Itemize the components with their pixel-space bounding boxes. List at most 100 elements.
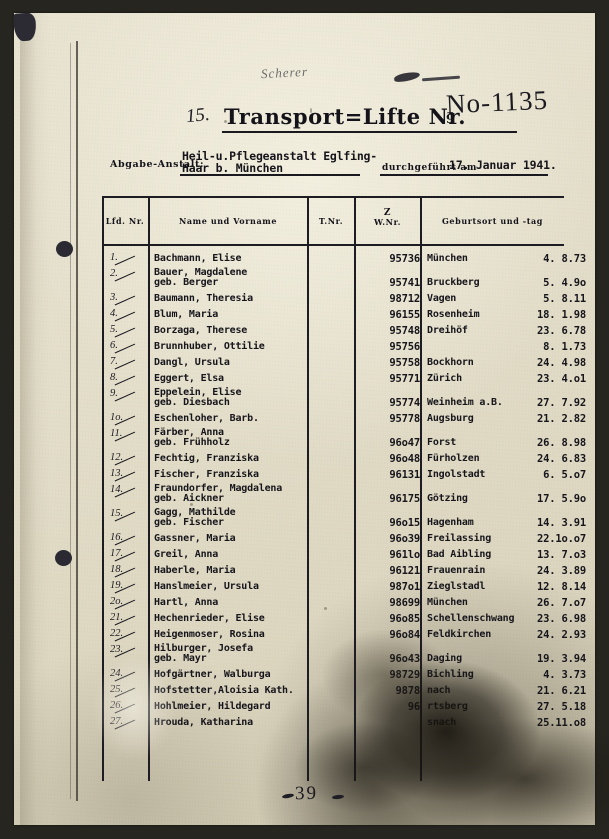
row-z-nr: 96o43	[389, 653, 420, 665]
row-birthdate: 21. 6.21	[537, 685, 586, 697]
row-birthdate: 4. 8.73	[543, 253, 586, 265]
stray-speck	[310, 108, 312, 113]
row-index: 7.	[110, 356, 144, 370]
row-name-maiden: geb. Diesbach	[154, 397, 230, 408]
handwritten-signature: Scherer	[260, 63, 309, 82]
row-name: Hofstetter,Aloisia Kath.	[154, 685, 294, 696]
table-row: 21. Hechenrieder, Elise 96o85 Schellenschwa…	[102, 612, 586, 629]
table-row: 18. Haberle, Maria 96121 Frauenrain 24. 3.89	[102, 564, 586, 581]
row-name: Bauer, Magdalene	[154, 267, 248, 278]
row-index: 2o.	[110, 596, 144, 610]
header-name: Name und Vorname	[178, 216, 278, 226]
row-name: Blum, Maria	[154, 309, 219, 320]
row-z-nr: 95741	[389, 277, 420, 289]
row-birthdate: 24. 4.98	[537, 357, 586, 369]
row-index: 3.	[110, 292, 144, 306]
row-birthdate: 4. 3.73	[543, 669, 586, 681]
row-index: 16.	[110, 532, 144, 546]
row-birthdate: 22.1o.o7	[537, 533, 586, 545]
row-index: 23.	[110, 644, 144, 658]
row-name-maiden: geb. Mayr	[154, 653, 207, 664]
paper-sheet: Scherer No-1135 15. Transport=Lifte Nr. …	[13, 12, 609, 833]
row-birthplace: München	[427, 597, 468, 608]
row-birthdate: 18. 1.98	[537, 309, 586, 321]
table-row: 13. Fischer, Franziska 96131 Ingolstadt 6. 5…	[102, 468, 586, 485]
row-z-nr: 98729	[389, 669, 420, 681]
row-name: Hrouda, Katharina	[154, 717, 253, 728]
title-underline	[222, 131, 517, 133]
row-index-label: 7.	[110, 356, 118, 367]
col-sep-3	[354, 196, 356, 781]
header-t-nr: T.Nr.	[318, 216, 344, 226]
table-row: 24. Hofgärtner, Walburga 98729 Bichling 4. 3…	[102, 668, 586, 685]
row-z-nr: 96o48	[389, 453, 420, 465]
row-index: 13.	[110, 468, 144, 482]
row-birthplace: Frauenrain	[427, 565, 486, 576]
row-birthplace: Zieglstadl	[427, 581, 486, 592]
row-birthdate: 8. 1.73	[543, 341, 586, 353]
table-row: 8. Eggert, Elsa 95771 Zürich 23. 4.o1	[102, 372, 586, 389]
table-row: 19. Hanslmeier, Ursula 987o1 Zieglstadl 12. …	[102, 580, 586, 597]
row-name: Hofgärtner, Walburga	[154, 669, 271, 680]
row-index: 19.	[110, 580, 144, 594]
row-index-label: 14.	[110, 484, 124, 495]
row-birthdate: 17. 5.9o	[537, 493, 586, 505]
row-z-nr: 96o84	[389, 629, 420, 641]
table-row: 15. Gagg, Mathilde geb. Fischer 96o15 Hagenh…	[102, 507, 586, 529]
row-z-nr: 95736	[389, 253, 420, 265]
row-index-label: 15.	[110, 508, 124, 519]
row-birthplace: Augsburg	[427, 413, 474, 424]
row-z-nr: 98712	[389, 293, 420, 305]
row-birthdate: 21. 2.82	[537, 413, 586, 425]
table-row: 9. Eppelein, Elise geb. Diesbach 95774 Weinh…	[102, 387, 586, 409]
row-index-label: 19.	[110, 580, 124, 591]
row-index-label: 8.	[110, 372, 118, 383]
table-header-border	[102, 244, 564, 247]
row-name: Hanslmeier, Ursula	[154, 581, 259, 592]
row-z-nr: 96o39	[389, 533, 420, 545]
label-abgabe-anstalt: Abgabe-Anstalt:	[110, 159, 205, 170]
punch-hole-lower	[55, 550, 72, 566]
table-row: 17. Greil, Anna 961lo Bad Aibling 13. 7.o3	[102, 548, 586, 565]
header-z-nr-bottom: W.Nr.	[373, 217, 402, 227]
row-index-label: 12.	[110, 452, 124, 463]
row-index: 6.	[110, 340, 144, 354]
row-name: Hechenrieder, Elise	[154, 613, 265, 624]
row-birthdate: 14. 3.91	[537, 517, 586, 529]
row-index-label: 1.	[110, 252, 118, 263]
row-index: 8.	[110, 372, 144, 386]
col-sep-2	[307, 196, 309, 781]
row-z-nr: 96175	[389, 493, 420, 505]
row-birthplace: Ingolstadt	[427, 469, 486, 480]
row-birthdate: 13. 7.o3	[537, 549, 586, 561]
label-durchgefuehrt-am: durchgeführt am	[382, 163, 477, 173]
row-index: 26.	[110, 700, 144, 714]
row-birthplace: München	[427, 253, 468, 264]
row-z-nr: 95778	[389, 413, 420, 425]
row-name: Hilburger, Josefa	[154, 643, 253, 654]
row-birthplace: Vagen	[427, 293, 457, 304]
row-z-nr: 95771	[389, 373, 420, 385]
row-name: Haberle, Maria	[154, 565, 236, 576]
transport-date: 17. Januar 1941.	[449, 158, 557, 172]
handwritten-transport-prefix: 15.	[184, 103, 211, 128]
row-birthplace: Götzing	[427, 493, 468, 504]
row-index: 17.	[110, 548, 144, 562]
row-index: 5.	[110, 324, 144, 338]
row-birthplace: Freilassing	[427, 533, 492, 544]
stray-speck	[324, 607, 327, 610]
row-name: Dangl, Ursula	[154, 357, 230, 368]
row-z-nr: 96155	[389, 309, 420, 321]
row-index: 4.	[110, 308, 144, 322]
row-index-label: 6.	[110, 340, 118, 351]
row-birthdate: 23. 4.o1	[537, 373, 586, 385]
row-birthdate: 25.11.o8	[537, 717, 586, 729]
row-index: 12.	[110, 452, 144, 466]
row-index-label: 2.	[110, 268, 118, 279]
row-name: Brunnhuber, Ottilie	[154, 341, 265, 352]
row-birthdate: 24. 6.83	[537, 453, 586, 465]
row-birthplace: Bockhorn	[427, 357, 474, 368]
table-row: 1. Bachmann, Elise 95736 München 4. 8.73	[102, 252, 586, 269]
row-name: Greil, Anna	[154, 549, 219, 560]
